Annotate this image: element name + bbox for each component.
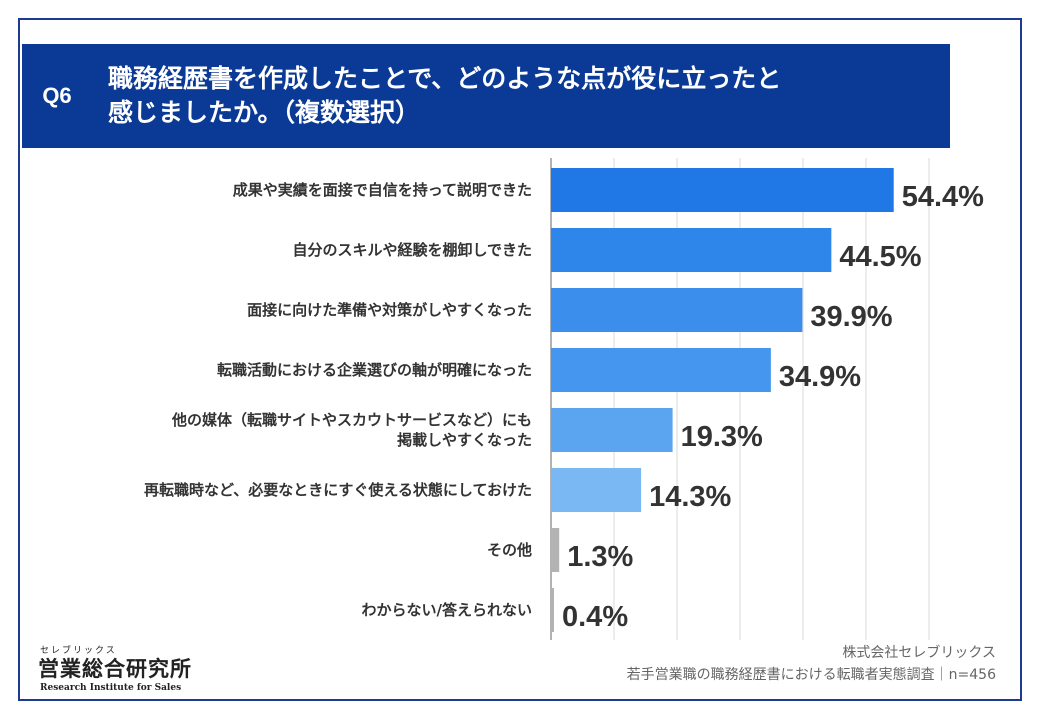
bar [551,468,642,512]
bar [551,408,673,452]
category-label: 再転職時など、必要なときにすぐ使える状態にしておけた [144,481,532,499]
source-note: 株式会社セレブリックス 若手営業職の職務経歴書における転職者実態調査｜n=456 [627,642,996,686]
bar [551,228,832,272]
category-labels: 成果や実績を面接で自信を持って説明できた自分のスキルや経験を棚卸しできた面接に向… [144,181,532,619]
bar [551,528,560,572]
bar [551,288,803,332]
category-label: その他 [487,541,532,559]
value-label: 14.3% [649,481,731,513]
question-title-line-2: 感じましたか。（複数選択） [108,98,421,127]
category-label: 掲載しやすくなった [397,431,532,449]
value-label: 39.9% [810,301,892,333]
bars [551,168,894,632]
source-survey: 若手営業職の職務経歴書における転職者実態調査｜n=456 [626,667,996,683]
value-label: 54.4% [902,181,984,213]
value-label: 0.4% [562,601,628,633]
value-label: 34.9% [779,361,861,393]
source-company: 株式会社セレブリックス [842,645,996,661]
bar [551,588,554,632]
category-label: 転職活動における企業選びの軸が明確になった [217,361,532,379]
category-label: 成果や実績を面接で自信を持って説明できた [233,181,532,199]
category-label: 自分のスキルや経験を棚卸しできた [292,241,532,259]
question-badge: Q6 [22,44,92,148]
logo-small-text: セレブリックス [40,646,117,656]
logo-main-text: 営業総合研究所 [38,656,192,681]
category-label: わからない/答えられない [362,601,532,619]
value-label: 1.3% [567,541,633,573]
question-title: 職務経歴書を作成したことで、どのような点が役に立ったと 感じましたか。（複数選択… [88,44,950,148]
question-badge-label: Q6 [42,83,72,108]
value-label: 44.5% [839,241,921,273]
question-title-line-1: 職務経歴書を作成したことで、どのような点が役に立ったと [108,64,782,93]
bar [551,168,894,212]
category-label: 他の媒体（転職サイトやスカウトサービスなど）にも [171,411,532,429]
bar [551,348,771,392]
logo-sub-text: Research Institute for Sales [40,683,182,693]
category-label: 面接に向けた準備や対策がしやすくなった [247,301,532,319]
value-labels: 54.4% 44.5% 39.9% 34.9% 19.3% 14.3% 1.3% 0.4% [562,181,984,633]
value-label: 19.3% [681,421,763,453]
logo: セレブリックス 営業総合研究所 Research Institute for S… [38,640,218,700]
